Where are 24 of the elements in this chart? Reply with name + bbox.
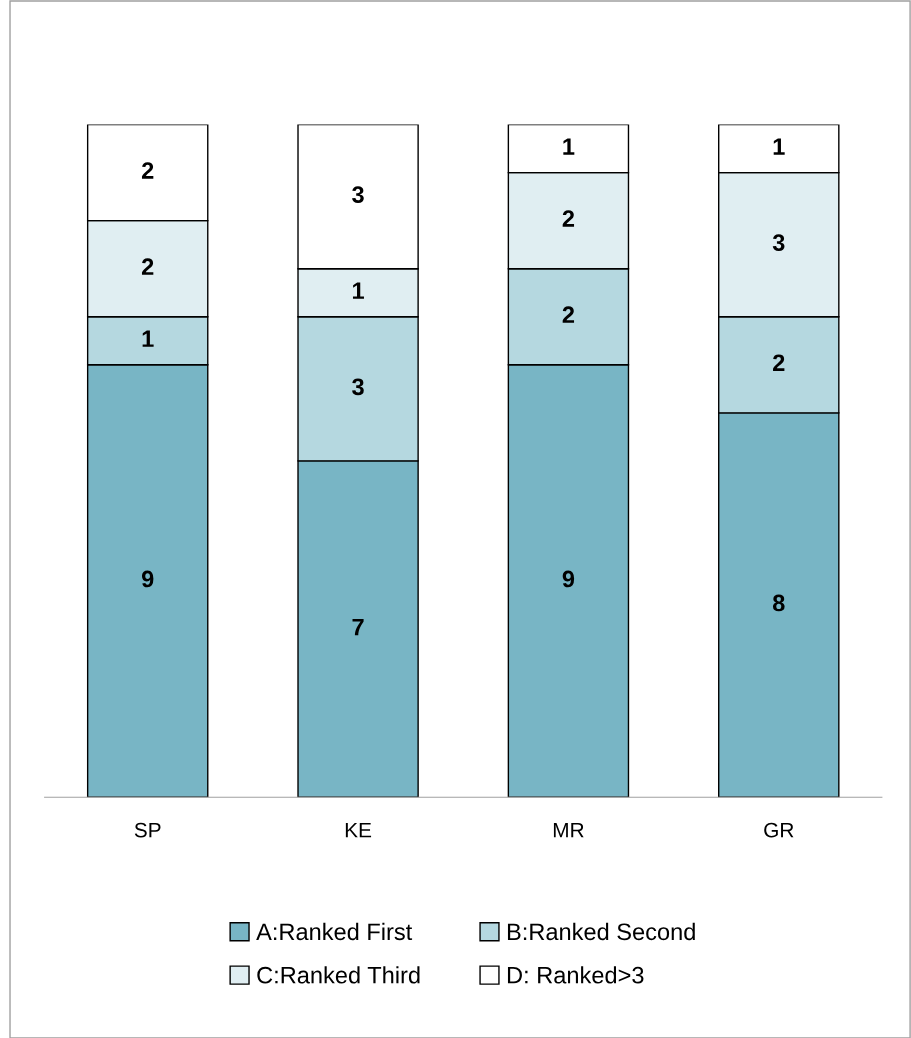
data-label: 2 bbox=[562, 210, 575, 227]
legend-label: B:Ranked Second bbox=[507, 922, 695, 941]
data-label: 3 bbox=[352, 186, 364, 203]
legend-label: D: Ranked>3 bbox=[507, 966, 644, 984]
data-label: 3 bbox=[772, 234, 785, 252]
data-label: 2 bbox=[141, 258, 154, 275]
data-label: 2 bbox=[562, 306, 575, 323]
data-label: 8 bbox=[772, 594, 785, 612]
data-label: 1 bbox=[352, 282, 364, 299]
x-tick-label: MR bbox=[553, 822, 584, 838]
data-label: 7 bbox=[352, 618, 364, 636]
x-tick-label: GR bbox=[764, 822, 794, 838]
data-label: 9 bbox=[562, 570, 575, 588]
data-label: 2 bbox=[141, 162, 154, 179]
data-label: 2 bbox=[773, 354, 785, 371]
data-label: 3 bbox=[352, 378, 364, 396]
data-label: 1 bbox=[773, 138, 785, 155]
legend-label: C:Ranked Third bbox=[257, 966, 420, 984]
data-label: 1 bbox=[142, 330, 154, 347]
x-tick-label: KE bbox=[345, 822, 372, 838]
legend-label: A:Ranked First bbox=[256, 922, 413, 941]
data-label: 1 bbox=[563, 138, 575, 155]
x-tick-label: SP bbox=[134, 822, 161, 838]
data-label: 9 bbox=[141, 570, 154, 588]
